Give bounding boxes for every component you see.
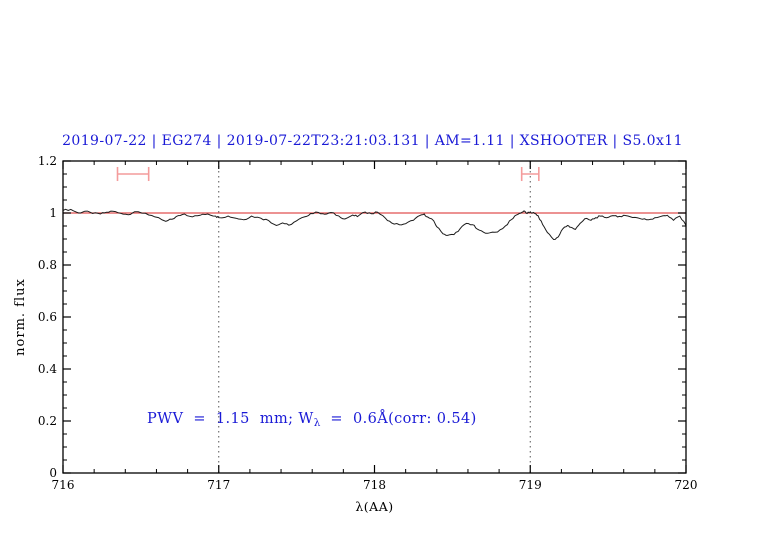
x-tick-label: 719 [519,478,542,492]
y-tick-label: 0 [49,466,57,480]
pwv-annotation-part2: = 0.6Å(corr: 0.54) [320,411,477,427]
pwv-annotation: PWV = 1.15 mm; Wλ = 0.6Å(corr: 0.54) [147,411,477,429]
x-tick-label: 718 [363,478,386,492]
spectrum-line [62,208,687,241]
y-tick-label: 0.4 [38,362,57,376]
x-tick-label: 716 [52,478,75,492]
x-axis-label: λ(AA) [355,499,393,514]
y-tick-label: 0.8 [38,258,57,272]
x-tick-label: 720 [675,478,698,492]
lambda-subscript: λ [313,417,321,429]
y-axis-label: norm. flux [13,278,28,356]
y-tick-label: 0.2 [38,414,57,428]
x-tick-label: 717 [207,478,230,492]
y-tick-label: 0.6 [38,310,57,324]
pwv-annotation-part1: PWV = 1.15 mm; W [147,411,314,427]
plot-title: 2019-07-22 | EG274 | 2019-07-22T23:21:03… [62,133,683,149]
y-tick-label: 1 [49,206,57,220]
y-tick-label: 1.2 [38,154,57,168]
